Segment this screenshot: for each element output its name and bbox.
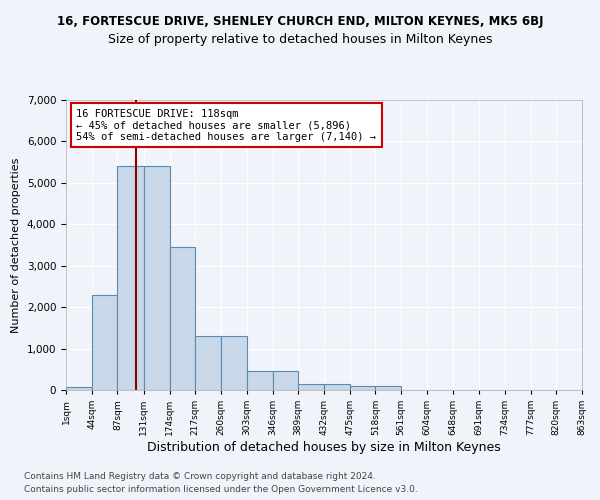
Bar — [195, 336, 221, 390]
Bar — [272, 372, 298, 390]
Bar — [170, 247, 195, 390]
Text: 16 FORTESCUE DRIVE: 118sqm
← 45% of detached houses are smaller (5,896)
54% of s: 16 FORTESCUE DRIVE: 118sqm ← 45% of deta… — [76, 108, 376, 142]
Text: Size of property relative to detached houses in Milton Keynes: Size of property relative to detached ho… — [108, 32, 492, 46]
Text: Contains HM Land Registry data © Crown copyright and database right 2024.: Contains HM Land Registry data © Crown c… — [24, 472, 376, 481]
X-axis label: Distribution of detached houses by size in Milton Keynes: Distribution of detached houses by size … — [147, 441, 501, 454]
Bar — [118, 166, 144, 390]
Bar — [66, 387, 92, 390]
Bar — [92, 294, 118, 390]
Bar — [298, 384, 324, 390]
Text: Contains public sector information licensed under the Open Government Licence v3: Contains public sector information licen… — [24, 485, 418, 494]
Text: 16, FORTESCUE DRIVE, SHENLEY CHURCH END, MILTON KEYNES, MK5 6BJ: 16, FORTESCUE DRIVE, SHENLEY CHURCH END,… — [57, 15, 543, 28]
Bar — [350, 386, 376, 390]
Bar — [324, 384, 350, 390]
Y-axis label: Number of detached properties: Number of detached properties — [11, 158, 21, 332]
Bar — [144, 166, 170, 390]
Bar — [376, 386, 401, 390]
Bar — [247, 372, 272, 390]
Bar — [221, 336, 247, 390]
